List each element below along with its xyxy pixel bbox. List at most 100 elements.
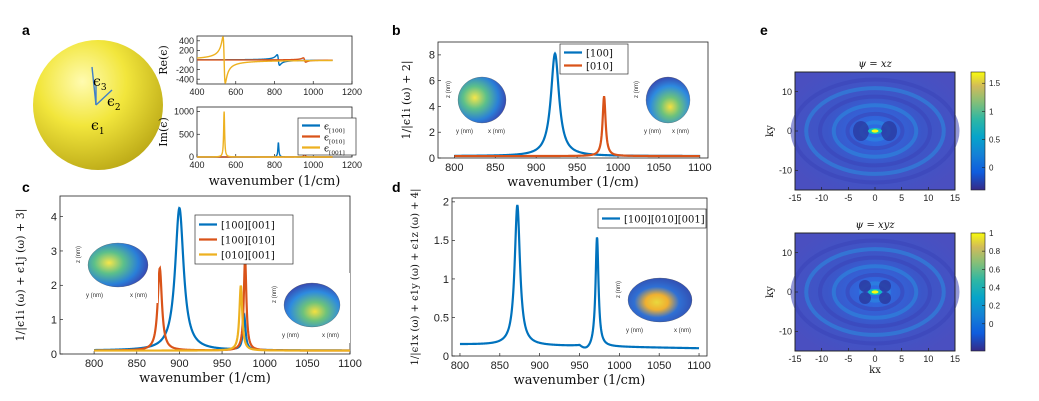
y-tick-label: 1: [51, 315, 57, 327]
label-e3: ϵ3: [93, 74, 107, 93]
lobe: [859, 292, 871, 304]
series-line-[100][010][001]: [459, 204, 700, 350]
inset-sphere: [283, 282, 341, 328]
legend-entry: ϵ[001]: [324, 145, 345, 157]
label-e2: ϵ2: [107, 94, 121, 113]
y-tick-label: 10: [782, 248, 792, 258]
x-tick-label: 1000: [303, 160, 323, 170]
legend-entry-base: ϵ: [324, 134, 329, 144]
x-tick-label: 900: [527, 162, 545, 174]
x-axis-label: wavenumber (1/cm): [514, 373, 646, 388]
sphere-illustration: ϵ3 ϵ2 ϵ1: [33, 40, 163, 170]
inset-sphere: [457, 76, 507, 124]
y-tick-label: 1: [443, 274, 449, 286]
ripple-ring: [818, 94, 932, 168]
lobe: [881, 121, 897, 141]
y-tick-label: 400: [179, 36, 194, 46]
colorbar-tick-label: 0: [989, 164, 994, 173]
lobe: [879, 292, 891, 304]
x-tick-label: -10: [815, 354, 828, 364]
ripple-ring: [790, 77, 960, 185]
ripple-ring: [831, 103, 919, 159]
colorbar-tick-label: 0.5: [989, 135, 1001, 144]
y-tick-label: -10: [779, 165, 792, 175]
x-tick-label: 15: [950, 193, 960, 203]
legend-entry: [100][010][001]: [624, 215, 705, 226]
y-tick-label: 0: [51, 349, 57, 361]
lobe: [853, 121, 869, 141]
y-tick-label: -200: [176, 65, 194, 75]
x-axis-label: wavenumber (1/cm): [139, 371, 271, 386]
x-tick-label: 15: [950, 354, 960, 364]
series-line-[010][001]: [94, 285, 350, 352]
x-tick-label: 10: [923, 354, 933, 364]
plot-frame-top: [794, 71, 956, 191]
x-tick-label: 950: [213, 358, 231, 370]
x-tick-label: 1050: [295, 358, 319, 370]
y-axis-label: 1/|ϵ1x (ω) + ϵ1y (ω) + ϵ1z (ω) + 4|: [410, 189, 421, 366]
panel-letter-c: c: [22, 179, 30, 195]
ripple-ring: [831, 264, 919, 320]
legend-entry-sub: [001]: [329, 151, 345, 157]
y-tick-label: 1.5: [434, 235, 449, 247]
y-tick-label: 500: [179, 129, 194, 139]
legend-entry: [010][001]: [221, 251, 275, 262]
y-tick-label: 0: [443, 351, 449, 363]
x-tick-label: 900: [170, 358, 188, 370]
lobe: [859, 280, 871, 292]
x-tick-label: -10: [815, 193, 828, 203]
chart-d: 800 850 900 950 1000 1050 1100 0 0.5 1 1.5 2 wavenum…: [410, 189, 711, 388]
ripple-ring: [790, 238, 960, 346]
x-tick-label: -15: [788, 193, 801, 203]
inset-x-label: x (nm): [674, 328, 691, 334]
series-line-[010]: [454, 95, 700, 158]
plot-frame: [437, 41, 709, 159]
x-axis-label: wavenumber (1/cm): [507, 175, 639, 190]
y-tick-label: 0: [189, 55, 194, 65]
x-tick-label: 950: [568, 162, 586, 174]
inset-sphere-c-left: y (nm) x (nm) z (nm): [76, 233, 158, 303]
x-tick-label: 5: [899, 193, 904, 203]
inset-sphere-b-left: y (nm) x (nm) z (nm): [446, 67, 516, 139]
inset-z-label: z (nm): [634, 81, 640, 98]
label-e1: ϵ1: [91, 118, 105, 137]
x-tick-label: 800: [267, 160, 282, 170]
y-tick-label: 2: [443, 197, 449, 209]
inset-x-label: x (nm): [672, 129, 689, 135]
y-tick-label: 2: [51, 280, 57, 292]
x-tick-label: -15: [788, 354, 801, 364]
y-axis-label: ky: [765, 286, 776, 298]
colorbar-tick-label: 1.5: [989, 79, 1001, 88]
inset-z-label: z (nm): [616, 281, 622, 298]
y-tick-label: 0: [787, 126, 792, 136]
chart-im-epsilon: 400 600 800 1000 1200 0 500 1000 wavenumber (1/c…: [157, 106, 362, 189]
x-tick-label: 10: [923, 193, 933, 203]
inset-z-label: z (nm): [272, 286, 278, 303]
inset-z-label: z (nm): [446, 81, 452, 98]
series-line-[001]: [197, 111, 333, 158]
x-tick-label: 1200: [342, 160, 362, 170]
legend-entry-base: ϵ: [324, 145, 329, 155]
x-tick-label: 1100: [338, 358, 362, 370]
ripple-ring: [859, 281, 891, 303]
y-tick-label: -10: [779, 326, 792, 336]
y-tick-label: 6: [429, 76, 435, 88]
y-tick-label: 2: [429, 127, 435, 139]
x-axis-label: wavenumber (1/cm): [209, 174, 341, 189]
x-tick-label: 1000: [303, 87, 323, 97]
x-tick-label: 900: [530, 360, 548, 372]
panel-letter-e: e: [760, 22, 768, 38]
x-tick-label: 800: [451, 360, 469, 372]
x-tick-label: 400: [189, 87, 204, 97]
colorbar-tick-label: 0.2: [989, 302, 1001, 311]
y-tick-label: 1000: [174, 107, 194, 117]
y-tick-label: 10: [782, 87, 792, 97]
legend-entry: [010]: [586, 62, 613, 73]
inset-sphere: [627, 277, 693, 323]
plot-frame-top: [794, 232, 956, 352]
x-tick-label: 800: [267, 87, 282, 97]
y-tick-label: 0.5: [434, 312, 449, 324]
x-tick-label: 950: [570, 360, 588, 372]
colorbar-tick-label: 1: [989, 107, 994, 116]
legend-entry-sub: [010]: [329, 140, 345, 146]
